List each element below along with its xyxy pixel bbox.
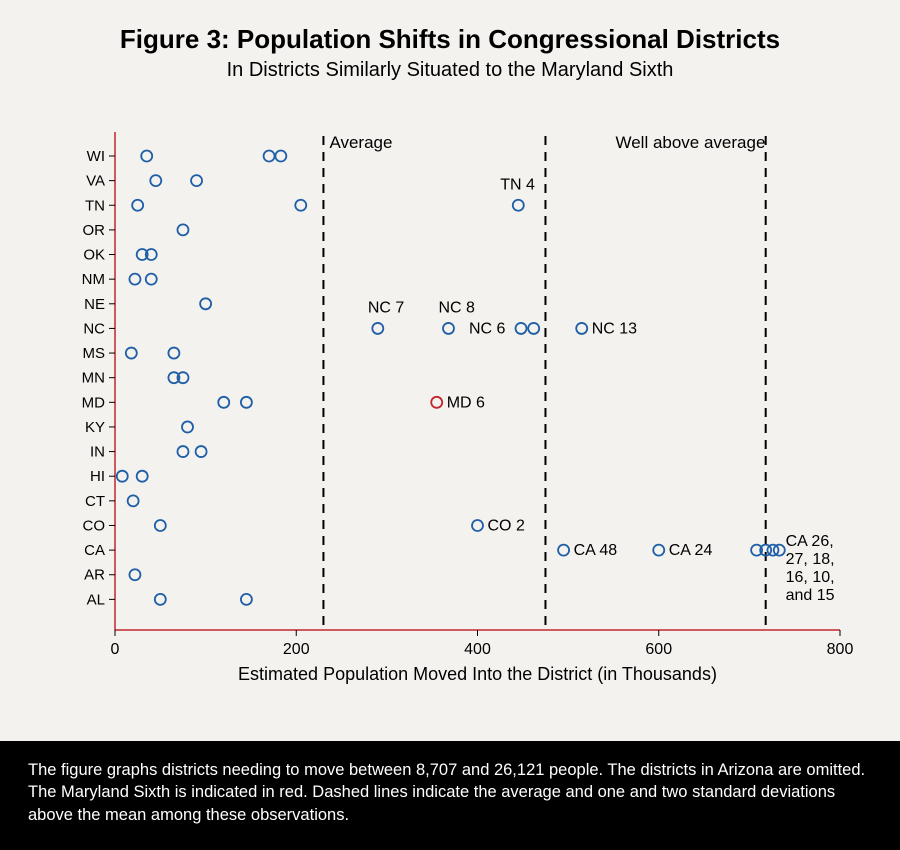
svg-text:MD: MD: [82, 394, 105, 411]
svg-text:AR: AR: [84, 567, 105, 584]
svg-text:CT: CT: [85, 493, 105, 510]
svg-text:800: 800: [827, 641, 854, 658]
svg-text:TN: TN: [85, 197, 105, 214]
svg-text:TN 4: TN 4: [500, 176, 535, 193]
svg-text:27, 18,: 27, 18,: [786, 551, 835, 568]
svg-text:400: 400: [464, 641, 491, 658]
svg-text:WI: WI: [87, 148, 105, 165]
caption-text: The figure graphs districts needing to m…: [28, 761, 865, 824]
chart-svg: WI VA TN OR OK NM NE NC MS MN MD KY IN HI CT CO CA AR AL 0 2…: [60, 120, 860, 695]
svg-text:CA: CA: [84, 542, 105, 559]
svg-text:CA 24: CA 24: [669, 542, 713, 559]
svg-text:MN: MN: [82, 370, 105, 387]
svg-text:NM: NM: [82, 271, 105, 288]
figure-title: Figure 3: Population Shifts in Congressi…: [0, 24, 900, 55]
svg-text:and 15: and 15: [786, 587, 835, 604]
svg-text:600: 600: [645, 641, 672, 658]
svg-text:16, 10,: 16, 10,: [786, 569, 835, 586]
figure-container: Figure 3: Population Shifts in Congressi…: [0, 0, 900, 850]
svg-text:OR: OR: [83, 222, 106, 239]
svg-text:Well above average: Well above average: [615, 133, 765, 152]
svg-text:NC 13: NC 13: [592, 320, 637, 337]
svg-text:OK: OK: [83, 247, 105, 264]
scatter-plot: WI VA TN OR OK NM NE NC MS MN MD KY IN HI CT CO CA AR AL 0 2…: [60, 120, 860, 695]
svg-text:CO: CO: [83, 517, 106, 534]
svg-text:HI: HI: [90, 468, 105, 485]
svg-text:NC 7: NC 7: [368, 299, 405, 316]
svg-text:NC 6: NC 6: [469, 320, 506, 337]
svg-text:200: 200: [283, 641, 310, 658]
svg-text:MS: MS: [83, 345, 106, 362]
svg-text:MD 6: MD 6: [447, 394, 485, 411]
svg-text:NC 8: NC 8: [439, 299, 476, 316]
svg-text:IN: IN: [90, 444, 105, 461]
svg-text:Average: Average: [329, 133, 392, 152]
svg-text:VA: VA: [86, 173, 105, 190]
title-block: Figure 3: Population Shifts in Congressi…: [0, 0, 900, 82]
svg-text:Estimated Population Moved Int: Estimated Population Moved Into the Dist…: [238, 664, 717, 684]
svg-text:0: 0: [111, 641, 120, 658]
svg-text:AL: AL: [87, 591, 105, 608]
svg-text:CO 2: CO 2: [488, 517, 525, 534]
figure-subtitle: In Districts Similarly Situated to the M…: [0, 59, 900, 82]
svg-text:CA 26,: CA 26,: [786, 533, 834, 550]
svg-text:CA 48: CA 48: [574, 542, 618, 559]
caption-bar: The figure graphs districts needing to m…: [0, 741, 900, 850]
svg-text:KY: KY: [85, 419, 105, 436]
svg-text:NE: NE: [84, 296, 105, 313]
svg-text:NC: NC: [83, 320, 105, 337]
